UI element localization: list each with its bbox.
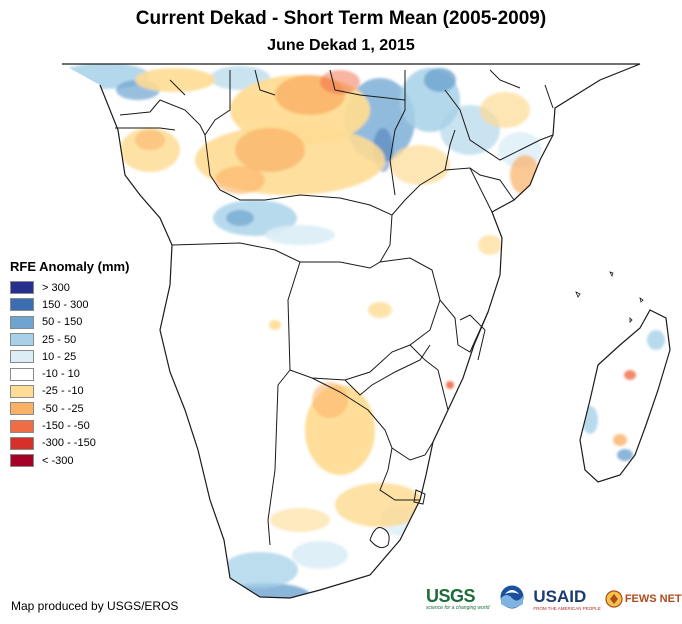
legend-label: > 300 [42, 281, 70, 294]
legend-items: > 300 150 - 300 50 - 150 25 - 50 10 - 25 -10 … [10, 279, 129, 469]
legend-swatch [10, 315, 34, 329]
legend-swatch [10, 419, 34, 433]
legend-label: -150 - -50 [42, 420, 90, 433]
usaid-logo: USAID FROM THE AMERICAN PEOPLE [533, 586, 601, 611]
map-title: Current Dekad - Short Term Mean (2005-20… [135, 8, 547, 29]
legend-item: 50 - 150 [10, 314, 129, 331]
legend-swatch [10, 367, 34, 381]
usgs-tagline: science for a changing world [426, 605, 490, 611]
legend-swatch [10, 402, 34, 416]
fews-net-logo: FEWS NET [605, 590, 682, 608]
legend-swatch [10, 281, 34, 295]
legend-swatch [10, 436, 34, 450]
legend-item: 25 - 50 [10, 331, 129, 348]
legend-item: -150 - -50 [10, 417, 129, 434]
legend-label: 50 - 150 [42, 316, 83, 329]
fews-net-wordmark: FEWS NET [624, 593, 682, 605]
legend-swatch [10, 333, 34, 347]
legend-label: -50 - -25 [42, 402, 84, 415]
legend-item: -300 - -150 [10, 435, 129, 452]
agency-logos: USGS science for a changing world USAID … [426, 584, 682, 614]
legend-title: RFE Anomaly (mm) [10, 259, 130, 274]
noaa-logo-icon [499, 584, 525, 615]
legend-swatch [10, 454, 34, 468]
legend-item: -10 - 10 [10, 365, 129, 382]
legend-item: < -300 [10, 452, 129, 469]
legend-item: -25 - -10 [10, 383, 129, 400]
land-base [62, 64, 640, 598]
islands [575, 271, 644, 323]
legend-swatch [10, 298, 34, 312]
usaid-tagline: FROM THE AMERICAN PEOPLE [533, 605, 601, 611]
legend-item: 150 - 300 [10, 296, 129, 313]
legend-item: -50 - -25 [10, 400, 129, 417]
legend-item: 10 - 25 [10, 348, 129, 365]
legend: RFE Anomaly (mm) > 300 150 - 300 50 - 150 2… [10, 259, 129, 469]
legend-label: < -300 [42, 454, 74, 467]
legend-label: 10 - 25 [42, 350, 77, 363]
credit-text: Map produced by USGS/EROS [11, 599, 179, 613]
legend-swatch [10, 384, 34, 398]
legend-item: > 300 [10, 279, 129, 296]
usgs-logo: USGS science for a changing world [426, 587, 489, 611]
legend-label: -10 - 10 [42, 368, 80, 381]
map-subtitle: June Dekad 1, 2015 [267, 37, 415, 54]
legend-label: 150 - 300 [42, 298, 89, 311]
country-borders [62, 63, 671, 599]
legend-swatch [10, 350, 34, 364]
usaid-wordmark: USAID [533, 586, 587, 606]
legend-label: 25 - 50 [42, 333, 77, 346]
legend-label: -300 - -150 [42, 437, 96, 450]
legend-label: -25 - -10 [42, 385, 84, 398]
usgs-wordmark: USGS [426, 586, 476, 606]
fews-net-logo-icon [605, 590, 623, 608]
